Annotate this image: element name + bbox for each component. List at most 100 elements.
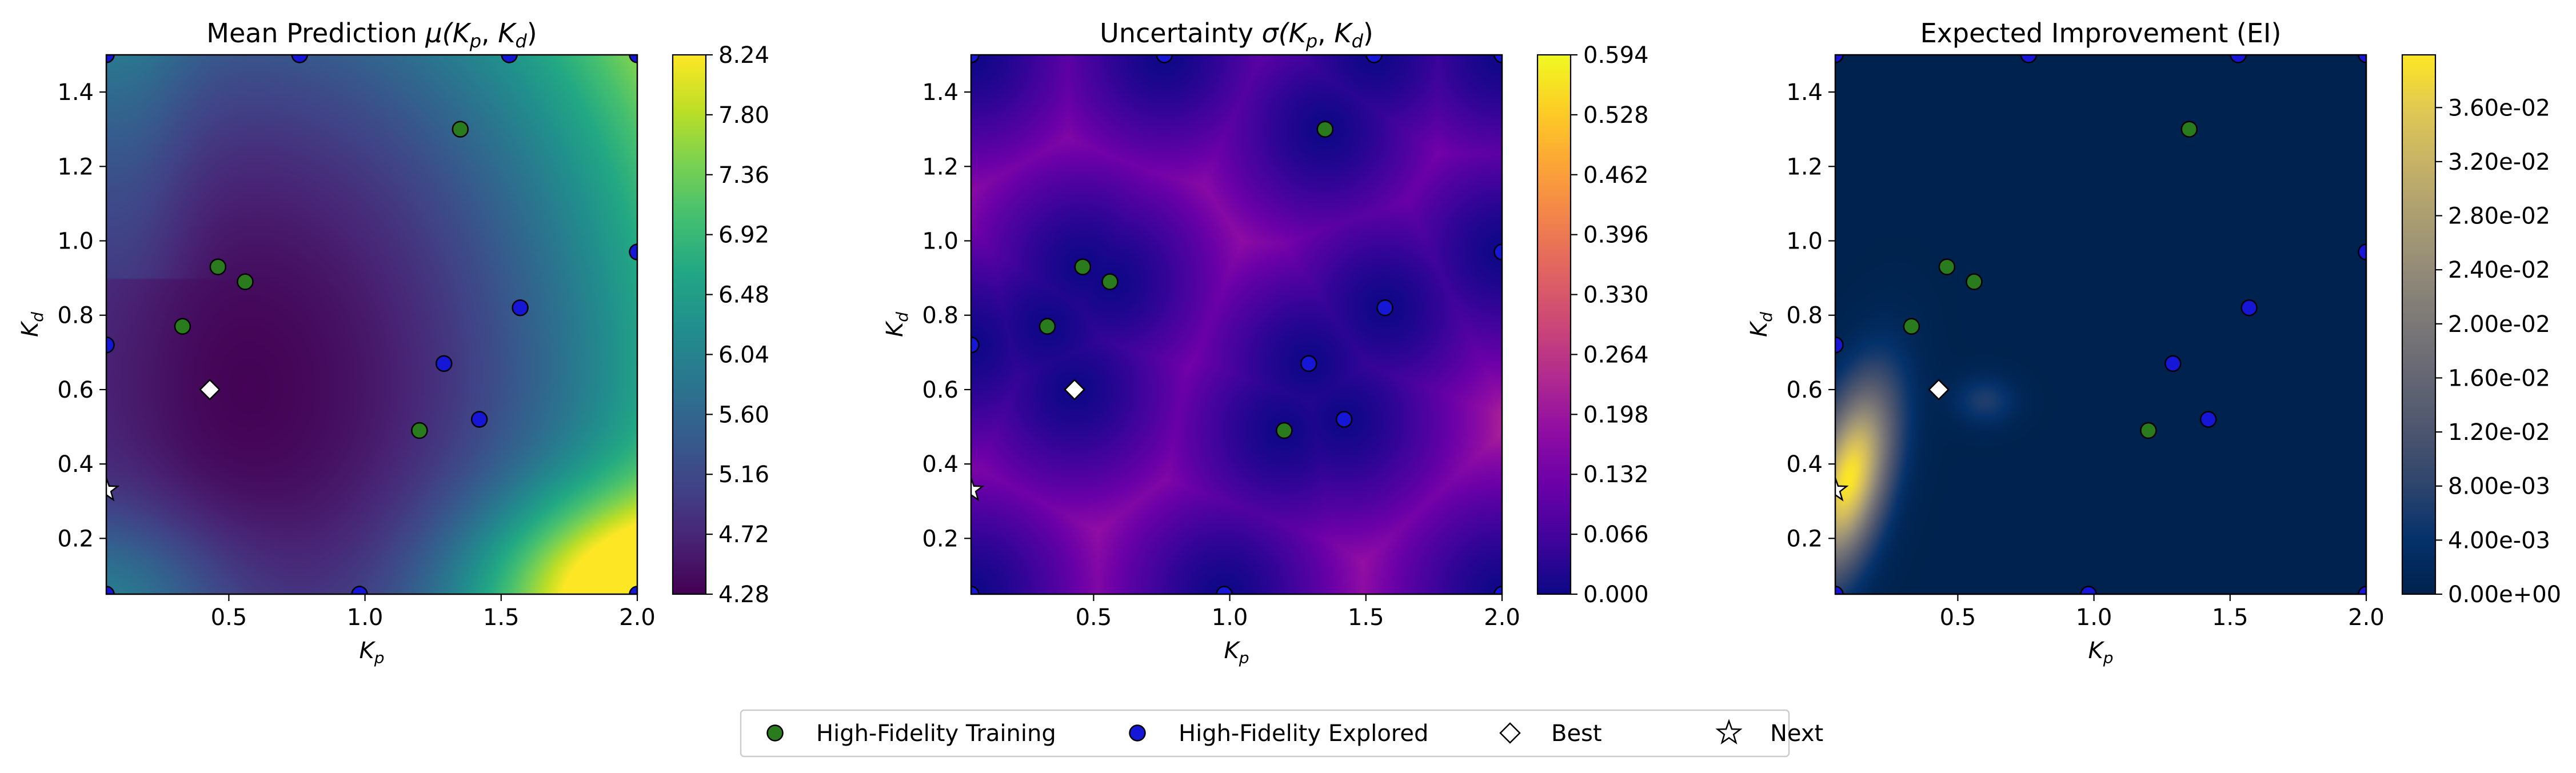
training-point bbox=[452, 121, 469, 138]
x-axis-label: Kp bbox=[1224, 638, 1249, 667]
y-tick-label: 0.4 bbox=[922, 451, 958, 478]
training-point bbox=[2180, 121, 2198, 138]
y-axis-label-main: K bbox=[17, 321, 43, 337]
x-axis-label: Kp bbox=[2088, 638, 2113, 667]
colorbar-tick-label: 6.92 bbox=[718, 222, 769, 249]
colorbar-tick-label: 0.00e+00 bbox=[2448, 582, 2561, 608]
y-axis-label-sub: d bbox=[893, 312, 912, 322]
axes-frame bbox=[970, 54, 1503, 595]
markers bbox=[106, 55, 637, 594]
x-tick-label: 0.5 bbox=[1076, 604, 1112, 631]
x-tick-label: 1.0 bbox=[2076, 604, 2112, 631]
colorbar-tick-label: 1.20e-02 bbox=[2448, 419, 2550, 446]
y-tick-label: 0.4 bbox=[57, 451, 94, 478]
explored-point bbox=[2358, 55, 2366, 63]
x-tick-label: 1.5 bbox=[2212, 604, 2248, 631]
best-point bbox=[1064, 379, 1085, 400]
legend-marker bbox=[1499, 722, 1521, 744]
colorbar-tick-label: 7.36 bbox=[718, 162, 769, 189]
panel-3: 0.5 1.0 1.5 2.00.20.40.60.81.01.21.4KpKdExp… bbox=[1746, 18, 2561, 667]
x-tick-label: 0.5 bbox=[211, 604, 247, 631]
y-tick-label: 1.4 bbox=[922, 79, 958, 106]
colorbar-tick-label: 3.60e-02 bbox=[2448, 95, 2550, 121]
best-point bbox=[1928, 379, 1950, 400]
x-axis-label-main: K bbox=[2088, 638, 2104, 664]
heatmap-sigma bbox=[971, 55, 1502, 594]
best-point bbox=[199, 379, 221, 400]
panel-1: 0.5 1.0 1.5 2.00.20.40.60.81.01.21.4KpKdMea… bbox=[17, 18, 769, 667]
explored-point bbox=[351, 586, 368, 594]
colorbar bbox=[673, 55, 706, 594]
explored-point bbox=[1156, 55, 1173, 63]
legend-label: Next bbox=[1770, 720, 1823, 747]
explored-point bbox=[2164, 355, 2182, 373]
x-tick-label: 2.0 bbox=[619, 604, 656, 631]
colorbar-frame bbox=[2401, 54, 2437, 595]
y-tick-label: 1.2 bbox=[57, 154, 94, 180]
explored-point bbox=[106, 337, 115, 354]
y-tick-label: 0.2 bbox=[922, 526, 958, 552]
training-point bbox=[2140, 422, 2157, 439]
x-axis-label-main: K bbox=[1224, 638, 1240, 664]
explored-point bbox=[629, 55, 637, 63]
y-axis-label-main: K bbox=[1746, 321, 1772, 337]
panel-2: 0.5 1.0 1.5 2.00.20.40.60.81.01.21.4KpKdUnc… bbox=[882, 18, 1649, 667]
y-tick-label: 1.0 bbox=[1786, 229, 1823, 255]
y-tick-label: 0.6 bbox=[57, 377, 94, 403]
colorbar-tick-label: 3.20e-02 bbox=[2448, 149, 2550, 175]
colorbar-frame bbox=[672, 54, 707, 595]
colorbar-tick-label: 0.396 bbox=[1583, 222, 1649, 249]
explored-point bbox=[2358, 243, 2366, 261]
y-tick-label: 1.2 bbox=[1786, 154, 1823, 180]
legend-marker bbox=[1715, 719, 1743, 745]
explored-point bbox=[2240, 299, 2258, 317]
training-point bbox=[174, 318, 191, 335]
y-axis-label-sub: d bbox=[28, 312, 47, 322]
axes-frame bbox=[1834, 54, 2367, 595]
explored-point bbox=[1376, 299, 1393, 317]
training-point bbox=[1938, 258, 1956, 275]
legend-label: Best bbox=[1551, 720, 1602, 747]
y-tick-label: 0.6 bbox=[1786, 377, 1823, 403]
title-text: Mean Prediction bbox=[206, 18, 425, 49]
explored-point bbox=[971, 337, 980, 354]
title-text: Expected Improvement (EI) bbox=[1920, 18, 2282, 49]
training-point bbox=[237, 273, 254, 290]
explored-point bbox=[435, 355, 453, 373]
y-tick-label: 0.8 bbox=[922, 303, 958, 329]
colorbar-tick-label: 8.24 bbox=[718, 42, 769, 69]
x-axis-label-main: K bbox=[359, 638, 376, 664]
explored-point bbox=[291, 55, 308, 63]
next-point bbox=[1835, 475, 1849, 502]
axes-frame bbox=[105, 54, 638, 595]
training-point bbox=[1316, 121, 1334, 138]
title-sep: , bbox=[481, 18, 498, 49]
x-tick-label: 2.0 bbox=[2348, 604, 2385, 631]
y-axis-label-sub: d bbox=[1757, 312, 1776, 322]
title-var-a: K bbox=[453, 18, 472, 49]
x-tick-label: 1.5 bbox=[483, 604, 520, 631]
next-point bbox=[971, 475, 985, 502]
training-point bbox=[1074, 258, 1092, 275]
explored-point bbox=[971, 55, 980, 63]
y-tick-label: 1.4 bbox=[57, 79, 94, 106]
explored-point bbox=[1493, 586, 1502, 594]
legend-label: High-Fidelity Training bbox=[816, 720, 1056, 747]
y-axis-label-main: K bbox=[882, 321, 908, 337]
title-end: ) bbox=[1363, 18, 1373, 49]
colorbar-tick-label: 7.80 bbox=[718, 102, 769, 129]
x-tick-label: 1.0 bbox=[347, 604, 384, 631]
markers bbox=[971, 55, 1502, 594]
title-var-a: K bbox=[1289, 18, 1308, 49]
heatmap-ei bbox=[1835, 55, 2366, 594]
title-text: Uncertainty bbox=[1100, 18, 1261, 49]
explored-point bbox=[501, 55, 518, 63]
title-sep: , bbox=[1317, 18, 1334, 49]
colorbar-tick-label: 2.80e-02 bbox=[2448, 203, 2550, 230]
heatmap-mean bbox=[106, 55, 637, 594]
y-tick-label: 0.6 bbox=[922, 377, 958, 403]
explored-point bbox=[1216, 586, 1233, 594]
explored-point bbox=[470, 411, 488, 428]
colorbar-tick-label: 0.198 bbox=[1583, 402, 1649, 428]
